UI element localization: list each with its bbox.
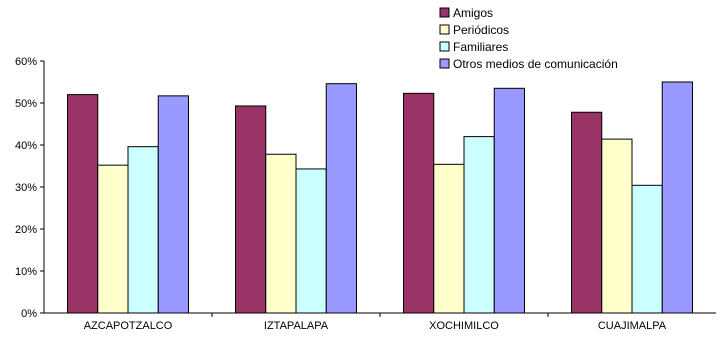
y-tick-label: 30% <box>15 182 37 194</box>
bar-iztapalapa-3 <box>325 83 357 314</box>
x-tick-label: IZTAPALAPA <box>264 320 329 332</box>
bar-xochimilco-3 <box>493 87 525 314</box>
legend-label: Familiares <box>453 40 508 54</box>
legend-label: Periódicos <box>453 23 509 37</box>
bar-azcapotzalco-0 <box>67 94 99 314</box>
legend-label: Amigos <box>453 6 493 20</box>
bar-azcapotzalco-1 <box>97 164 129 314</box>
bar-iztapalapa-0 <box>235 105 267 314</box>
bar-cuajimalpa-0 <box>571 111 603 314</box>
y-tick-label: 10% <box>15 266 37 278</box>
legend-swatch <box>439 41 450 52</box>
bar-xochimilco-1 <box>433 163 465 314</box>
bar-azcapotzalco-2 <box>127 146 159 314</box>
y-axis: 0% 10% 20% 30% 40% 50% 60% <box>15 56 45 320</box>
y-tick-label: 60% <box>15 56 37 68</box>
x-tick-label: CUAJIMALPA <box>598 320 667 332</box>
y-tick-label: 50% <box>15 98 37 110</box>
y-tick-label: 0% <box>21 308 37 320</box>
y-tick-label: 40% <box>15 140 37 152</box>
legend-swatch <box>439 24 450 35</box>
legend-swatch <box>439 58 450 69</box>
bars <box>67 81 693 314</box>
bar-cuajimalpa-3 <box>661 81 693 314</box>
x-tick-label: AZCAPOTZALCO <box>84 320 173 332</box>
legend-label: Otros medios de comunicación <box>453 57 618 71</box>
bar-iztapalapa-1 <box>265 153 297 314</box>
bar-cuajimalpa-1 <box>601 138 633 314</box>
y-tick-label: 20% <box>15 224 37 236</box>
bar-cuajimalpa-2 <box>631 184 663 314</box>
bar-xochimilco-0 <box>403 92 435 314</box>
legend-swatch <box>439 7 450 18</box>
bar-xochimilco-2 <box>463 136 495 314</box>
legend: Amigos Periódicos Familiares Otros medios d… <box>439 6 618 71</box>
bar-iztapalapa-2 <box>295 168 327 314</box>
x-axis: AZCAPOTZALCO IZTAPALAPA XOCHIMILCO CUAJIMAL… <box>44 312 716 332</box>
x-tick-label: XOCHIMILCO <box>429 320 499 332</box>
bar-azcapotzalco-3 <box>157 95 189 314</box>
